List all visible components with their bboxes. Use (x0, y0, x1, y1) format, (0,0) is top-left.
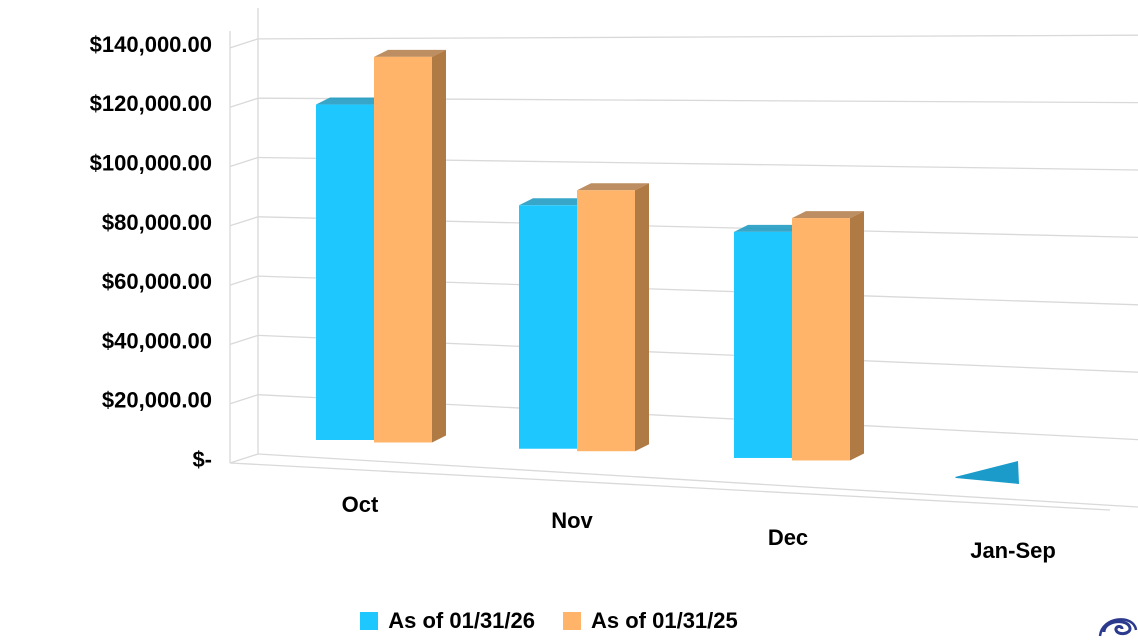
gridline (257, 453, 1138, 508)
x-category-label: Dec (768, 525, 808, 550)
gridline (257, 34, 1138, 40)
legend-swatch-series-1 (360, 612, 379, 630)
bar-series-1-Jan-Sep (955, 461, 1019, 484)
legend-label-series-2: As of 01/31/25 (591, 608, 738, 633)
floor-front-edge (229, 462, 1111, 511)
bar-series-2-Nov (577, 183, 649, 452)
bar-series-2-Oct (374, 49, 446, 443)
gridline-side (229, 156, 259, 168)
y-tick-label: $80,000.00 (102, 210, 212, 235)
legend-item-series-2: As of 01/31/25 (563, 608, 738, 634)
x-category-label: Jan-Sep (970, 538, 1056, 563)
y-tick-label: $60,000.00 (102, 269, 212, 294)
gridline-side (229, 38, 259, 49)
y-tick-label: $- (192, 447, 212, 472)
legend-swatch-series-2 (563, 612, 581, 630)
y-tick-label: $140,000.00 (90, 32, 212, 57)
y-tick-label: $120,000.00 (90, 91, 212, 116)
x-axis-categories: Oct Nov Dec Jan-Sep (342, 492, 1056, 563)
y-tick-label: $20,000.00 (102, 388, 212, 413)
gridline-side (229, 334, 259, 346)
gridline-side (229, 97, 259, 108)
legend-item-series-1: As of 01/31/26 (360, 608, 535, 634)
bar-series-2-Dec (792, 211, 864, 461)
gridline-side (229, 453, 259, 464)
x-category-label: Nov (551, 508, 593, 533)
gridline-side (229, 216, 259, 227)
legend: As of 01/31/26 As of 01/31/25 (0, 604, 1138, 638)
y-axis-ticks: $- $20,000.00 $40,000.00 $60,000.00 $80,000.… (90, 32, 212, 472)
gridline-side (229, 394, 259, 405)
y-tick-label: $40,000.00 (102, 328, 212, 353)
gridline-side (229, 275, 259, 286)
swirl-logo-icon (1098, 618, 1138, 637)
legend-label-series-1: As of 01/31/26 (388, 608, 535, 633)
bar-series-1-Nov (519, 198, 591, 449)
bars (316, 49, 1019, 484)
x-category-label: Oct (342, 492, 379, 517)
y-tick-label: $100,000.00 (90, 151, 212, 176)
